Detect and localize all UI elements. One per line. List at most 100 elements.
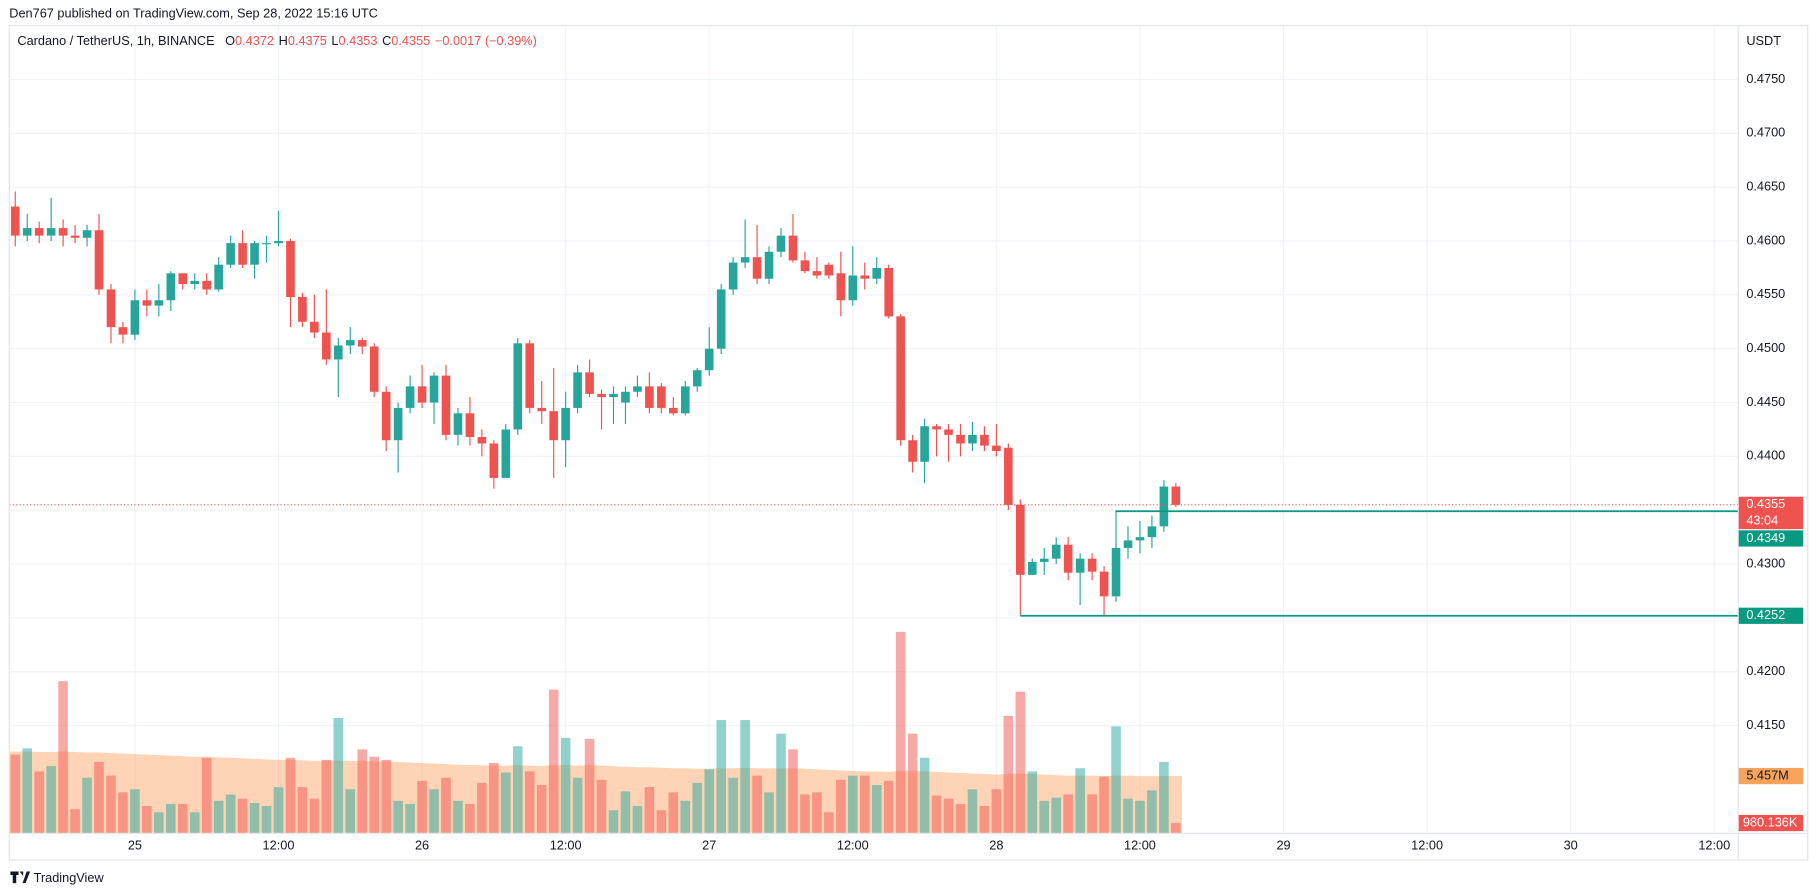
candle-body [657, 386, 666, 408]
candle-body [417, 386, 427, 403]
candle-body [561, 407, 570, 441]
volume-bar [166, 803, 176, 834]
candle-body [932, 426, 941, 430]
volume-bar [596, 779, 607, 834]
candle-body [202, 280, 211, 290]
y-tick-label: 0.4550 [1746, 286, 1785, 301]
volume-bar [991, 789, 1002, 834]
header: Den767 published on TradingView.com, Sep… [9, 5, 378, 20]
x-tick-label: 12:00 [837, 837, 869, 852]
volume-bar [22, 748, 33, 834]
volume-bar [453, 800, 463, 834]
volume-bar [979, 806, 990, 834]
volume-bar [1003, 715, 1014, 834]
candle-body [130, 300, 140, 335]
legend-value: 0.4375 [288, 33, 327, 48]
candle-body [310, 321, 319, 333]
level-flag [1738, 530, 1804, 547]
candle-body [585, 372, 594, 394]
x-tick-label: 12:00 [1698, 837, 1730, 852]
volume-bar [58, 681, 68, 834]
candle-body [872, 267, 882, 279]
candle-body [1039, 558, 1049, 562]
volume-bar [1087, 794, 1097, 834]
x-tick-label: 12:00 [1411, 837, 1443, 852]
legend-key: O [225, 33, 235, 48]
volume-bar [429, 789, 439, 834]
candle-body [1159, 486, 1169, 527]
candle-body [549, 411, 558, 441]
candle-body [824, 264, 834, 276]
x-tick-label: 29 [1276, 837, 1290, 852]
volume-bar [345, 789, 356, 834]
volume-bar [393, 800, 403, 834]
candle-body [788, 235, 798, 261]
y-tick-label: 0.4650 [1746, 179, 1785, 194]
candle-body [465, 413, 475, 437]
volume-flag [1738, 814, 1804, 832]
volume-bar [644, 787, 655, 834]
candle-body [333, 345, 343, 360]
volume-bar [895, 631, 906, 834]
candle-body [381, 391, 391, 441]
candle-body [633, 386, 642, 392]
candle-body [262, 243, 271, 245]
volume-bar [405, 803, 415, 834]
volume-bar [1159, 761, 1169, 834]
volume-bar [788, 749, 798, 834]
volume-bar [824, 812, 834, 834]
candle-body [692, 370, 702, 387]
candle-body [621, 391, 630, 403]
candle-body [166, 273, 176, 301]
candle-body [1171, 486, 1181, 505]
volume-bar [1099, 776, 1109, 834]
candle-body [214, 264, 223, 290]
footer-logo: TradingView [10, 870, 104, 885]
candle-body [477, 436, 487, 444]
candle-body [190, 280, 200, 285]
volume-bar [213, 800, 224, 834]
volume-bar [836, 779, 846, 834]
candle-body [956, 434, 965, 444]
candle-body [848, 275, 858, 301]
x-tick-label: 12:00 [1124, 837, 1156, 852]
volume-bar [249, 802, 260, 834]
y-tick-label: 0.4300 [1746, 555, 1785, 570]
candle-body [489, 443, 499, 478]
candle-body [896, 316, 905, 441]
candle-body [728, 262, 738, 290]
countdown: 43:04 [1746, 512, 1778, 527]
candle-body [537, 407, 547, 412]
candle-body [393, 407, 403, 441]
candle-body [1147, 526, 1157, 538]
candle-body [968, 434, 977, 444]
candle-body [178, 273, 188, 285]
volume-bar [273, 787, 284, 834]
candle-body [298, 296, 307, 322]
volume-bar [919, 757, 930, 834]
volume-bar [931, 795, 942, 834]
candle-body [58, 228, 68, 236]
volume-bar [381, 759, 391, 834]
axis-layer: 0.41500.42000.42500.43000.43500.44000.44… [128, 71, 1804, 852]
volume-bar [620, 791, 631, 834]
volume-bar [225, 794, 236, 834]
candle-body [908, 440, 917, 462]
volume-bar [608, 810, 619, 834]
volume-bar [728, 777, 738, 834]
candle-body [525, 343, 535, 408]
candle-body [609, 393, 618, 398]
volume-bar [776, 733, 786, 834]
candle-body [10, 206, 20, 236]
candle-body [920, 426, 929, 462]
volume-bar [584, 738, 595, 834]
symbol-legend: Cardano / TetherUS, 1h, BINANCE O0.4372 H… [17, 33, 536, 48]
frame [8, 25, 1809, 861]
volume-bar [752, 775, 762, 834]
candle-body [238, 243, 247, 265]
volume-bar [237, 798, 248, 834]
candle-body [441, 375, 451, 435]
volume-bar [740, 720, 750, 834]
volume-bar [177, 803, 188, 834]
